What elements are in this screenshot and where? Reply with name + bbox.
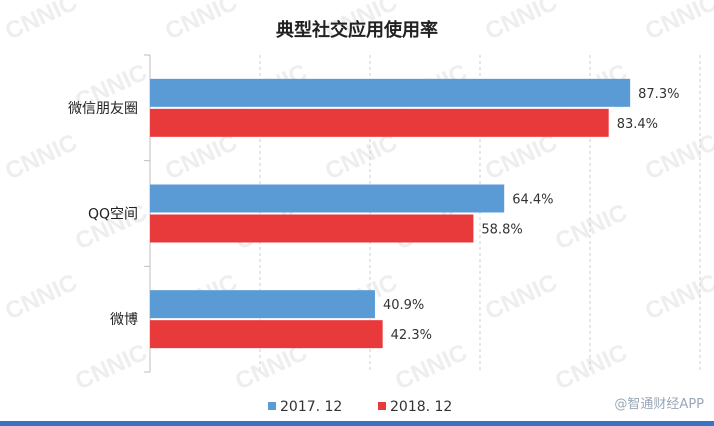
watermark-text: CNNIC	[481, 269, 561, 326]
watermark-text: CNNIC	[641, 129, 714, 186]
axis-ticks	[144, 54, 150, 373]
watermark-text: CNNIC	[641, 269, 714, 326]
watermark-text: CNNIC	[71, 339, 151, 396]
watermark-text: CNNIC	[551, 339, 631, 396]
data-label: 58.8%	[481, 223, 522, 238]
chart-title: 典型社交应用使用率	[276, 19, 438, 41]
category-label: 微信朋友圈	[68, 101, 138, 117]
bar	[150, 214, 474, 243]
watermark-text: CNNIC	[481, 129, 561, 186]
bar	[150, 78, 631, 107]
bar	[150, 320, 383, 349]
data-label: 40.9%	[383, 298, 424, 313]
data-label: 42.3%	[391, 328, 432, 343]
bars	[150, 78, 631, 349]
legend-swatch	[268, 402, 276, 410]
data-label: 64.4%	[512, 193, 553, 208]
watermark-text: CNNIC	[321, 129, 401, 186]
watermark-text: CNNIC	[1, 0, 81, 45]
watermark-text: CNNIC	[551, 199, 631, 256]
bar	[150, 290, 375, 319]
data-labels: 87.3% 83.4% 64.4% 58.8% 40.9% 42.3%	[383, 87, 680, 343]
watermark-text: CNNIC	[641, 0, 714, 45]
watermark-text: CNNIC	[161, 0, 241, 45]
category-label: QQ空间	[88, 207, 138, 223]
gridlines	[259, 55, 701, 372]
legend-label: 2018. 12	[390, 399, 452, 415]
watermark-text: CNNIC	[1, 129, 81, 186]
watermark-text: CNNIC	[391, 339, 471, 396]
data-label: 83.4%	[617, 117, 658, 132]
watermark-text: CNNIC	[1, 269, 81, 326]
legend-swatch	[378, 402, 386, 410]
brand-watermark: @智通财经APP	[614, 397, 704, 412]
legend: 2017. 12 2018. 12	[268, 399, 452, 415]
watermark-text: CNNIC	[161, 129, 241, 186]
bottom-accent-bar	[0, 421, 714, 426]
legend-label: 2017. 12	[280, 399, 342, 415]
bar	[150, 184, 505, 213]
data-label: 87.3%	[638, 87, 679, 102]
watermark-text: CNNIC	[481, 0, 561, 45]
category-label: 微博	[110, 311, 138, 328]
bar	[150, 108, 609, 137]
